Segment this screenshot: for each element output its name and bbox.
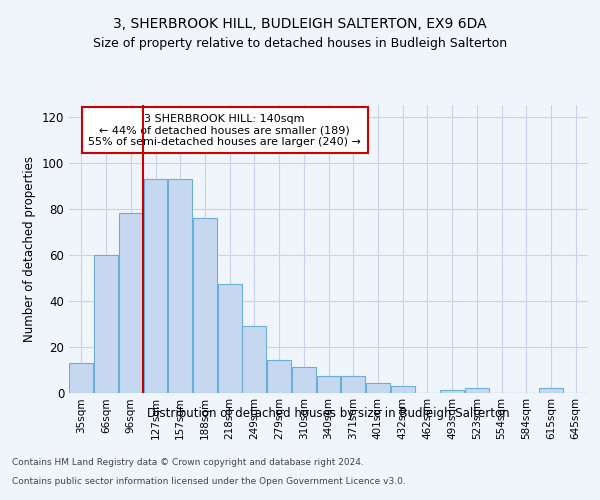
- Text: 3 SHERBROOK HILL: 140sqm
← 44% of detached houses are smaller (189)
55% of semi-: 3 SHERBROOK HILL: 140sqm ← 44% of detach…: [88, 114, 361, 147]
- Bar: [193, 218, 217, 392]
- Bar: [143, 178, 167, 392]
- Bar: [242, 326, 266, 392]
- Bar: [539, 388, 563, 392]
- Bar: [366, 384, 390, 392]
- Y-axis label: Number of detached properties: Number of detached properties: [23, 156, 36, 342]
- Bar: [70, 362, 94, 392]
- Text: Contains HM Land Registry data © Crown copyright and database right 2024.: Contains HM Land Registry data © Crown c…: [12, 458, 364, 467]
- Text: Size of property relative to detached houses in Budleigh Salterton: Size of property relative to detached ho…: [93, 38, 507, 51]
- Bar: [292, 367, 316, 392]
- Bar: [317, 376, 340, 392]
- Bar: [218, 284, 242, 393]
- Text: 3, SHERBROOK HILL, BUDLEIGH SALTERTON, EX9 6DA: 3, SHERBROOK HILL, BUDLEIGH SALTERTON, E…: [113, 18, 487, 32]
- Bar: [465, 388, 489, 392]
- Bar: [440, 390, 464, 392]
- Bar: [391, 386, 415, 392]
- Bar: [168, 178, 192, 392]
- Bar: [341, 376, 365, 392]
- Text: Distribution of detached houses by size in Budleigh Salterton: Distribution of detached houses by size …: [148, 408, 510, 420]
- Bar: [94, 254, 118, 392]
- Bar: [267, 360, 291, 392]
- Bar: [119, 213, 143, 392]
- Text: Contains public sector information licensed under the Open Government Licence v3: Contains public sector information licen…: [12, 476, 406, 486]
